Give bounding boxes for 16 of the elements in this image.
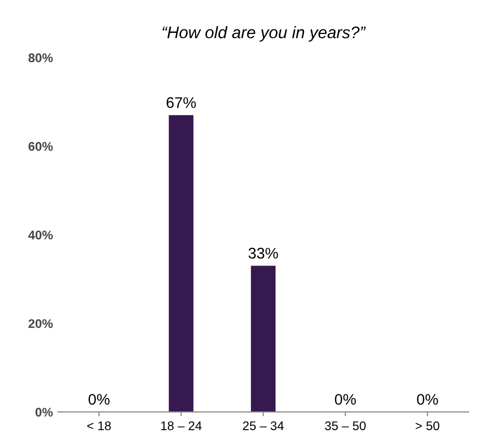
y-tick-label: 0%	[36, 408, 53, 417]
y-tick-label: 80%	[28, 53, 53, 62]
data-label: 67%	[166, 97, 196, 108]
data-label: 33%	[248, 248, 278, 259]
x-tick-label: 25 – 34	[243, 421, 284, 430]
x-tick-label: < 18	[87, 421, 111, 430]
y-tick-label: 60%	[28, 142, 53, 151]
data-label: 0%	[334, 394, 356, 405]
data-label: 0%	[417, 394, 438, 405]
chart-title: “How old are you in years?”	[162, 26, 366, 42]
x-tick-label: 18 – 24	[161, 421, 202, 430]
x-tick-label: > 50	[416, 421, 440, 430]
x-tick-label: 35 – 50	[324, 421, 366, 430]
y-tick-label: 40%	[28, 230, 53, 240]
y-tick-label: 20%	[28, 319, 53, 328]
data-label: 0%	[88, 394, 110, 405]
